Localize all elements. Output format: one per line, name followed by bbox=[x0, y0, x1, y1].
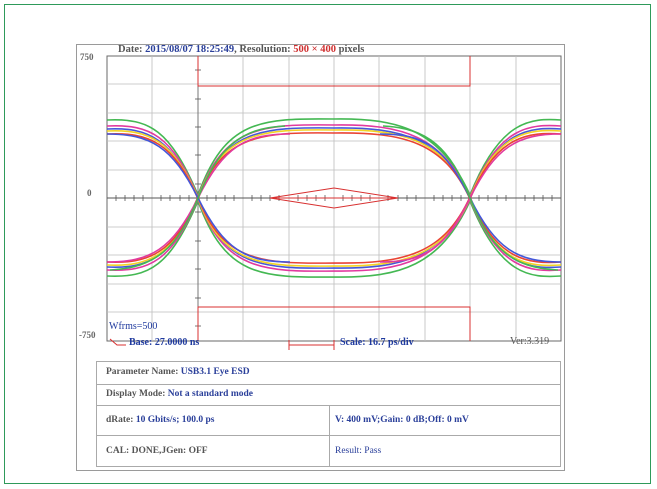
left-axis-ticks bbox=[195, 69, 201, 327]
scale-bracket bbox=[288, 340, 335, 350]
header-info: Date: 2015/08/07 18:25:49, Resolution: 5… bbox=[118, 44, 364, 55]
resolution-value: 500 × 400 bbox=[293, 44, 337, 55]
voltage-cell: V: 400 mV;Gain: 0 dB;Off: 0 mV bbox=[335, 415, 469, 425]
y-axis-top-label: 750 bbox=[80, 52, 94, 62]
waveform-count: Wfrms=500 bbox=[109, 321, 158, 332]
cal-cell: CAL: DONE,JGen: OFF bbox=[106, 446, 208, 456]
mask-bottom-region bbox=[197, 306, 471, 341]
info-divider-2 bbox=[329, 436, 330, 467]
info-row-parameter: Parameter Name: USB3.1 Eye ESD bbox=[97, 362, 560, 384]
y-axis-bottom-label: -750 bbox=[79, 330, 96, 340]
trace-bottom-magenta bbox=[106, 196, 562, 272]
trace-top-yellow bbox=[106, 129, 562, 201]
outer-frame bbox=[4, 4, 651, 484]
drate-cell: dRate: 10 Gbits/s; 100.0 ps bbox=[106, 415, 214, 425]
header-sep: , bbox=[234, 44, 237, 55]
eye-diagram-panel bbox=[76, 44, 565, 471]
date-value: 2015/08/07 18:25:49 bbox=[145, 44, 235, 55]
pixels-label: pixels bbox=[338, 44, 365, 55]
param-label: Parameter Name: bbox=[106, 367, 179, 377]
date-label: Date: bbox=[118, 44, 143, 55]
trace-top-red bbox=[106, 132, 562, 202]
drate-rest: Gbits/s; 100.0 ps bbox=[147, 415, 215, 425]
info-divider bbox=[329, 406, 330, 436]
resolution-label: Resolution: bbox=[239, 44, 291, 55]
display-value: Not a standard mode bbox=[167, 389, 253, 399]
info-row-display: Display Mode: Not a standard mode bbox=[97, 384, 560, 406]
trace-cross-e bbox=[109, 125, 286, 271]
trace-bottom-green bbox=[106, 198, 562, 278]
trace-top-magenta bbox=[106, 124, 562, 200]
trace-top-green bbox=[106, 118, 562, 198]
display-cell: Display Mode: Not a standard mode bbox=[106, 389, 253, 399]
info-table: Parameter Name: USB3.1 Eye ESD Display M… bbox=[96, 361, 561, 467]
drate-label: dRate: bbox=[106, 415, 134, 425]
eye-traces bbox=[106, 118, 562, 278]
time-base: Base: 27.0000 ns bbox=[129, 337, 200, 348]
param-value: USB3.1 Eye ESD bbox=[180, 367, 250, 377]
eye-mask bbox=[197, 56, 471, 341]
result-cell: Result: Pass bbox=[335, 446, 382, 456]
info-row-cal: CAL: DONE,JGen: OFF Result: Pass bbox=[97, 435, 560, 467]
mask-top-region bbox=[197, 56, 471, 87]
drate-value: 10 bbox=[135, 415, 146, 425]
version-label: Ver:3.319 bbox=[510, 336, 550, 347]
trace-cross-f bbox=[382, 125, 559, 271]
base-arrow bbox=[109, 338, 126, 346]
param-cell: Parameter Name: USB3.1 Eye ESD bbox=[106, 367, 250, 377]
y-axis-mid-label: 0 bbox=[87, 188, 92, 198]
display-label: Display Mode: bbox=[106, 389, 166, 399]
trace-bottom-red bbox=[106, 194, 562, 264]
time-scale: Scale: 16.7 ps/div bbox=[340, 337, 414, 348]
info-row-rate: dRate: 10 Gbits/s; 100.0 ps V: 400 mV;Ga… bbox=[97, 405, 560, 436]
